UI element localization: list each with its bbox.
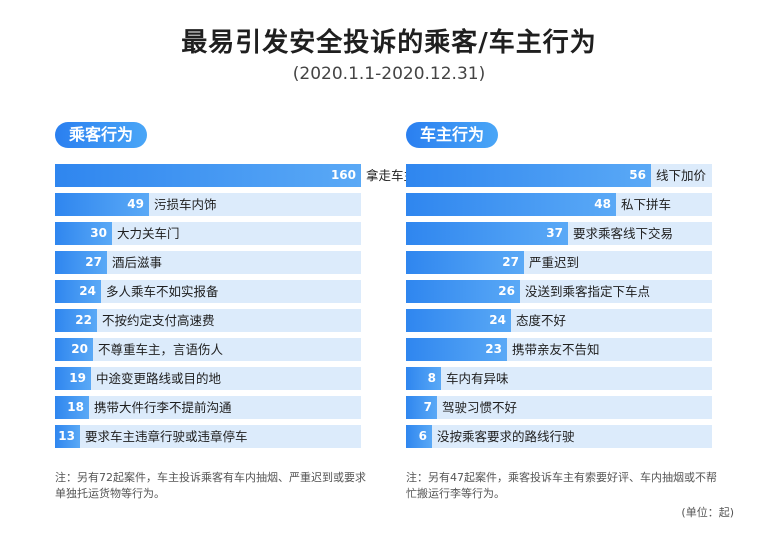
bar-category-label: 酒后滋事 bbox=[112, 255, 163, 270]
bar bbox=[55, 251, 107, 274]
bar-value-label: 30 bbox=[90, 226, 107, 240]
passenger-chart-title: 乘客行为 bbox=[55, 122, 148, 148]
bar-value-label: 23 bbox=[485, 342, 502, 356]
page-title: 最易引发安全投诉的乘客/车主行为 bbox=[181, 28, 597, 58]
bar-value-label: 6 bbox=[418, 429, 427, 443]
bar-row: 27 严重迟到 bbox=[406, 251, 712, 274]
bar-row: 37 要求乘客线下交易 bbox=[406, 222, 712, 245]
passenger-footnote: 注：另有72起案件，车主投诉乘客有车内抽烟、严重迟到或要求单独托运货物等行为。 bbox=[55, 471, 366, 500]
date-range-subtitle: (2020.1.1-2020.12.31) bbox=[292, 64, 486, 84]
bar bbox=[55, 396, 89, 419]
bar-value-label: 7 bbox=[423, 400, 432, 414]
bar-value-label: 18 bbox=[67, 400, 84, 414]
bar-value-label: 56 bbox=[629, 168, 646, 182]
bar-category-label: 严重迟到 bbox=[529, 255, 580, 270]
bar-row: 56 线下加价 bbox=[406, 164, 712, 187]
bar bbox=[406, 193, 616, 216]
bar-category-label: 携带大件行李不提前沟通 bbox=[94, 400, 232, 415]
bar-category-label: 私下拼车 bbox=[621, 197, 672, 212]
bar bbox=[406, 338, 507, 361]
bar-category-label: 驾驶习惯不好 bbox=[442, 400, 518, 415]
bar bbox=[406, 367, 441, 390]
bar-value-label: 27 bbox=[502, 255, 519, 269]
driver-footnote: 注：另有47起案件，乘客投诉车主有索要好评、车内抽烟或不帮忙搬运行李等行为。 bbox=[406, 471, 717, 500]
bar bbox=[55, 164, 361, 187]
bar-row: 49 污损车内饰 bbox=[55, 193, 361, 216]
bar bbox=[406, 425, 432, 448]
bar-category-label: 中途变更路线或目的地 bbox=[96, 371, 222, 386]
bar-value-label: 49 bbox=[127, 197, 144, 211]
bar-category-label: 态度不好 bbox=[516, 313, 567, 328]
bar bbox=[406, 164, 651, 187]
bar-category-label: 不按约定支付高速费 bbox=[102, 313, 215, 328]
bar-category-label: 没送到乘客指定下车点 bbox=[525, 284, 651, 299]
bar-category-label: 大力关车门 bbox=[117, 226, 180, 241]
bar-value-label: 37 bbox=[546, 226, 563, 240]
bar-category-label: 携带亲友不告知 bbox=[512, 342, 600, 357]
bar-category-label: 多人乘车不如实报备 bbox=[106, 284, 219, 299]
bar-category-label: 污损车内饰 bbox=[154, 197, 217, 212]
bar-value-label: 24 bbox=[79, 284, 96, 298]
bar-value-label: 26 bbox=[498, 284, 515, 298]
bar-row: 48 私下拼车 bbox=[406, 193, 712, 216]
bar-category-label: 不尊重车主，言语伤人 bbox=[98, 342, 224, 357]
bar-row: 8 车内有异味 bbox=[406, 367, 712, 390]
bar bbox=[406, 309, 511, 332]
driver-behavior-chart: 车主行为 56 线下加价 48 私下拼车 37 要求乘客线下交易 27 严重迟到 26 没送到乘客… bbox=[406, 122, 724, 448]
bar bbox=[55, 338, 93, 361]
bar bbox=[55, 222, 112, 245]
bar bbox=[55, 425, 80, 448]
bar bbox=[406, 280, 520, 303]
bar-row: 30 大力关车门 bbox=[55, 222, 361, 245]
bar-category-label: 没按乘客要求的路线行驶 bbox=[437, 429, 575, 444]
bar-row: 7 驾驶习惯不好 bbox=[406, 396, 712, 419]
bar-row: 23 携带亲友不告知 bbox=[406, 338, 712, 361]
bar-category-label: 要求车主违章行驶或违章停车 bbox=[85, 429, 248, 444]
bar-category-label: 要求乘客线下交易 bbox=[573, 226, 674, 241]
bar-row: 22 不按约定支付高速费 bbox=[55, 309, 361, 332]
bar bbox=[55, 280, 101, 303]
bar-row: 13 要求车主违章行驶或违章停车 bbox=[55, 425, 361, 448]
bar bbox=[55, 193, 149, 216]
bar-value-label: 22 bbox=[75, 313, 92, 327]
bar-category-label: 车内有异味 bbox=[446, 371, 509, 386]
bar-category-label: 线下加价 bbox=[656, 168, 707, 183]
bar-value-label: 19 bbox=[69, 371, 86, 385]
bar-value-label: 48 bbox=[594, 197, 611, 211]
bar bbox=[406, 396, 437, 419]
bar-value-label: 160 bbox=[330, 168, 356, 182]
bar-row: 27 酒后滋事 bbox=[55, 251, 361, 274]
bar-value-label: 24 bbox=[489, 313, 506, 327]
unit-label: (单位：起) bbox=[681, 506, 734, 519]
passenger-behavior-chart: 乘客行为 160拿走车主随用物品 49 污损车内饰 30 大力关车门 27 酒后滋事 24 多人… bbox=[55, 122, 466, 448]
bar bbox=[55, 309, 97, 332]
bar bbox=[55, 367, 91, 390]
bar-value-label: 8 bbox=[427, 371, 436, 385]
bar bbox=[406, 222, 568, 245]
driver-chart-title: 车主行为 bbox=[406, 122, 499, 148]
bar-row: 6 没按乘客要求的路线行驶 bbox=[406, 425, 712, 448]
bar bbox=[406, 251, 524, 274]
bar-row: 19 中途变更路线或目的地 bbox=[55, 367, 361, 390]
bar-row: 26 没送到乘客指定下车点 bbox=[406, 280, 712, 303]
bar-row: 20 不尊重车主，言语伤人 bbox=[55, 338, 361, 361]
bar-row: 24 态度不好 bbox=[406, 309, 712, 332]
bar-row: 18 携带大件行李不提前沟通 bbox=[55, 396, 361, 419]
bar-value-label: 27 bbox=[85, 255, 102, 269]
bar-row: 24 多人乘车不如实报备 bbox=[55, 280, 361, 303]
bar-row: 160拿走车主随用物品 bbox=[55, 164, 466, 187]
bar-value-label: 20 bbox=[71, 342, 88, 356]
bar-value-label: 13 bbox=[58, 429, 75, 443]
